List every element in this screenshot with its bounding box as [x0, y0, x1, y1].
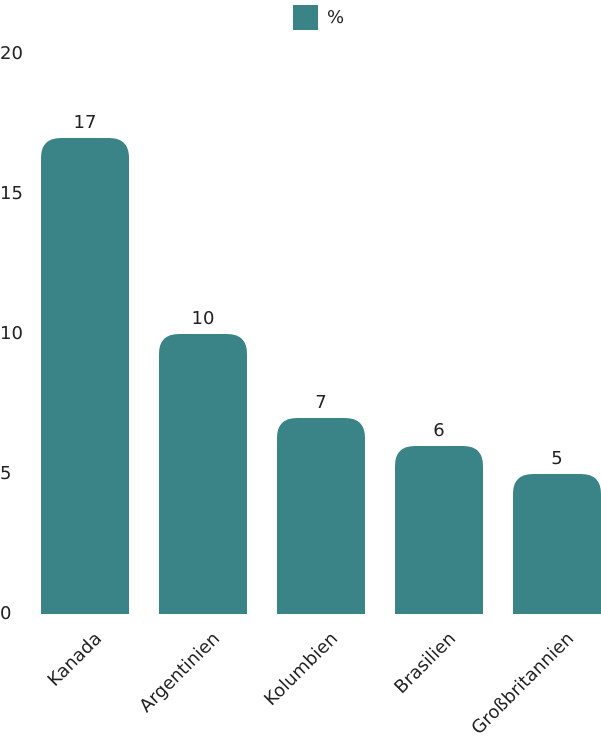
x-tick-label: Kolumbien — [260, 628, 342, 710]
bar — [395, 446, 483, 614]
x-tick-label: Brasilien — [390, 628, 460, 698]
value-label: 17 — [74, 112, 97, 133]
y-tick-label: 15 — [0, 183, 23, 204]
value-label: 10 — [192, 308, 215, 329]
y-tick-label: 0 — [0, 603, 11, 624]
bar — [41, 138, 129, 614]
value-label: 7 — [315, 392, 326, 413]
bar — [159, 334, 247, 614]
y-tick-label: 5 — [0, 463, 11, 484]
bar — [513, 474, 601, 614]
y-tick-label: 20 — [0, 43, 23, 64]
x-tick-label: Großbritannien — [467, 628, 578, 739]
value-label: 6 — [433, 420, 444, 441]
x-tick-label: Kanada — [44, 628, 107, 691]
legend-swatch — [293, 5, 318, 30]
x-tick-label: Argentinien — [135, 628, 224, 717]
value-label: 5 — [551, 448, 562, 469]
bar — [277, 418, 365, 614]
legend-label: % — [327, 7, 344, 28]
y-tick-label: 10 — [0, 323, 23, 344]
